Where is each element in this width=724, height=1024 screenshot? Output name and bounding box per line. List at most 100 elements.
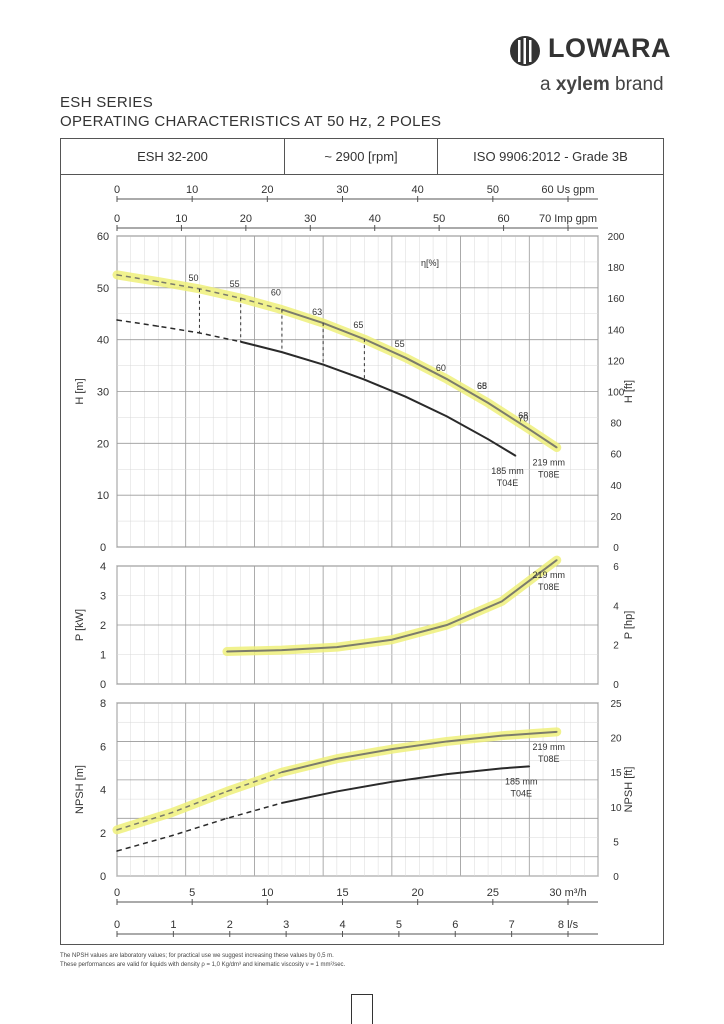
efficiency-label: 68 xyxy=(477,381,487,391)
head-series-point xyxy=(404,357,407,359)
efficiency-label: 65 xyxy=(353,320,363,330)
head-series-point xyxy=(363,378,366,381)
npsh-series-point xyxy=(281,771,283,773)
npsh-left-tick-label: 2 xyxy=(100,828,106,840)
npsh-series-point xyxy=(171,834,173,837)
npsh-series-point xyxy=(501,767,503,770)
head-series-point xyxy=(281,351,283,353)
head-ylabel-left: H [m] xyxy=(74,378,86,404)
top-axis-impgpm-label: 30 xyxy=(304,213,316,225)
head-series-point xyxy=(116,274,118,276)
top-axis-impgpm-label: 60 xyxy=(497,213,509,225)
power-left-tick-label: 0 xyxy=(100,679,106,691)
head-series-name: 219 mm xyxy=(533,457,566,467)
power-left-tick-label: 1 xyxy=(100,650,106,662)
head-left-tick-label: 40 xyxy=(97,335,109,347)
head-series-point xyxy=(157,325,160,327)
bottom-axis-ls-label: 2 xyxy=(227,919,233,931)
npsh-series-point xyxy=(226,790,228,793)
top-axis-impgpm-label: 40 xyxy=(369,213,381,225)
npsh-series-point xyxy=(336,790,338,793)
head-series-point xyxy=(116,319,118,321)
npsh-series-point xyxy=(391,781,393,783)
npsh-series-point xyxy=(501,734,503,737)
power-left-tick-label: 3 xyxy=(100,591,106,603)
head-left-tick-label: 50 xyxy=(97,283,109,295)
npsh-series-point xyxy=(281,802,283,804)
head-series-point xyxy=(487,402,489,404)
power-ylabel-right: P [hp] xyxy=(623,611,635,640)
top-axis-usgpm-label: 60 Us gpm xyxy=(541,184,594,196)
head-series-point xyxy=(514,454,517,457)
top-axis-usgpm-label: 50 xyxy=(487,184,499,196)
npsh-right-tick-label: 25 xyxy=(610,699,622,710)
bottom-axis-ls-label: 0 xyxy=(114,919,120,931)
npsh-ylabel-left: NPSH [m] xyxy=(74,765,86,814)
top-axis-impgpm-label: 50 xyxy=(433,213,445,225)
npsh-series-point xyxy=(171,811,173,814)
top-axis-usgpm-label: 20 xyxy=(261,184,273,196)
head-series-point xyxy=(446,415,448,418)
npsh-left-tick-label: 8 xyxy=(100,698,106,710)
power-left-tick-label: 4 xyxy=(100,561,106,573)
lowara-mark-icon xyxy=(510,36,540,66)
head-series-point xyxy=(446,378,448,380)
efficiency-label: 68 xyxy=(518,410,528,420)
head-right-tick-label: 80 xyxy=(610,419,622,430)
npsh-series-point xyxy=(446,773,448,775)
head-left-tick-label: 10 xyxy=(97,490,109,502)
head-series-point xyxy=(404,395,407,398)
head-right-tick-label: 160 xyxy=(608,294,625,305)
page-number-box xyxy=(351,994,373,1024)
npsh-series-point xyxy=(336,757,338,760)
npsh-series-point xyxy=(116,829,118,831)
power-right-tick-label: 4 xyxy=(613,601,619,612)
efficiency-label: 70 xyxy=(518,413,528,423)
efficiency-label: 60 xyxy=(436,363,446,373)
top-axis-usgpm-label: 0 xyxy=(114,184,120,196)
top-axis-usgpm-label: 40 xyxy=(412,184,424,196)
chart-frame: ESH 32-200 ~ 2900 [rpm] ISO 9906:2012 - … xyxy=(60,138,664,945)
head-series-code: T08E xyxy=(538,469,560,479)
bottom-axis-ls-label: 1 xyxy=(170,919,176,931)
efficiency-axis-label: η[%] xyxy=(421,258,439,268)
head-left-tick-label: 60 xyxy=(97,231,109,243)
head-series-point xyxy=(322,363,324,366)
head-right-tick-label: 120 xyxy=(608,356,625,367)
bottom-axis-m3h-label: 30 m³/h xyxy=(549,887,586,899)
bottom-axis-m3h-label: 25 xyxy=(487,887,499,899)
series-title: ESH SERIES xyxy=(60,94,154,111)
npsh-right-tick-label: 15 xyxy=(610,768,622,779)
brand-tagline: a xylem brand xyxy=(540,74,664,96)
npsh-series-name: 185 mm xyxy=(505,776,538,786)
npsh-series-code: T08E xyxy=(538,754,560,764)
power-series-point xyxy=(336,646,338,648)
head-right-tick-label: 200 xyxy=(608,232,625,243)
head-right-tick-label: 0 xyxy=(613,543,619,554)
npsh-series-line xyxy=(281,765,530,804)
top-axis-impgpm-label: 0 xyxy=(114,213,120,225)
head-series-dashed xyxy=(116,319,241,343)
head-series-point xyxy=(157,280,160,283)
bottom-axis-m3h-label: 10 xyxy=(261,887,273,899)
head-right-tick-label: 20 xyxy=(610,512,622,523)
power-series-code: T08E xyxy=(538,582,560,592)
power-series-point xyxy=(226,650,228,653)
head-series-point xyxy=(555,446,558,449)
npsh-right-tick-label: 5 xyxy=(613,837,619,848)
npsh-series-dashed xyxy=(116,771,283,831)
brand-logo: LOWARA a xylem brand xyxy=(508,30,670,100)
bottom-axis-m3h-label: 15 xyxy=(336,887,348,899)
header-speed: ~ 2900 [rpm] xyxy=(285,139,438,175)
npsh-right-tick-label: 20 xyxy=(610,734,622,745)
power-ylabel-left: P [kW] xyxy=(74,609,86,641)
npsh-series-point xyxy=(226,817,228,820)
top-axis-impgpm-label: 20 xyxy=(240,213,252,225)
power-right-tick-label: 6 xyxy=(613,562,619,573)
npsh-series-dashed xyxy=(116,802,283,852)
power-series-point xyxy=(281,649,283,651)
head-series-line xyxy=(240,340,517,457)
efficiency-label: 50 xyxy=(188,273,198,283)
header-standard: ISO 9906:2012 - Grade 3B xyxy=(438,139,663,175)
